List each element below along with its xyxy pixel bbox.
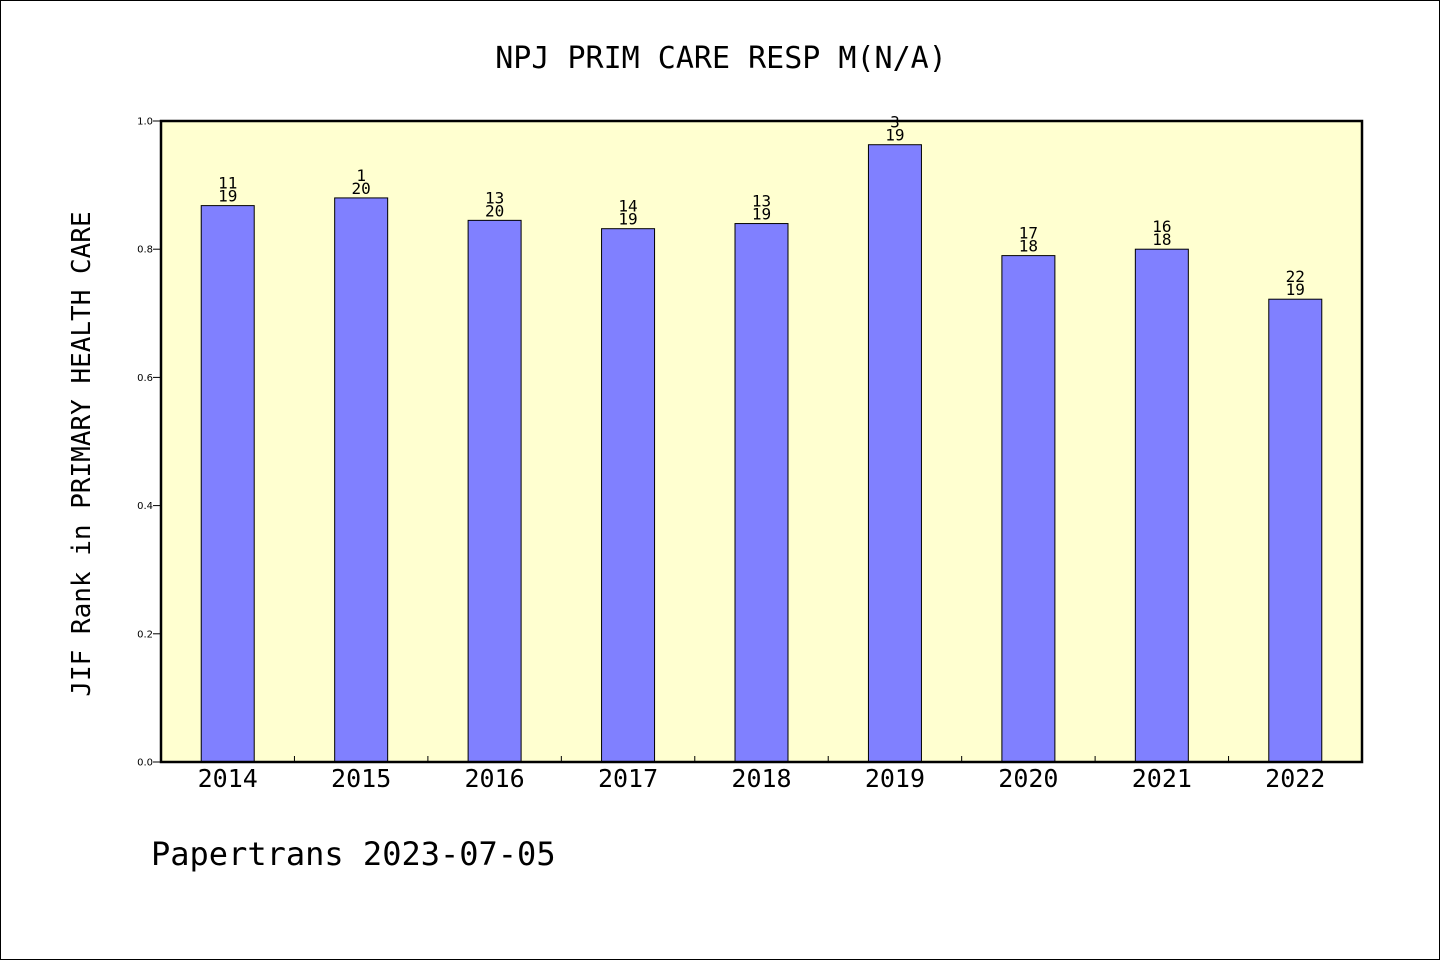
bar-rank-label: 11	[218, 174, 237, 193]
plot-border	[159, 119, 1364, 764]
y-tick-label: 0.4	[137, 501, 153, 512]
x-tick-label: 2021	[1132, 764, 1192, 793]
bar	[601, 228, 656, 763]
bar-total-label: 19	[885, 126, 904, 145]
y-tick-label: 0.2	[137, 629, 153, 640]
y-tick-label: 0.6	[137, 373, 153, 384]
x-tick-label: 2014	[198, 764, 258, 793]
bar-rank-label: 14	[618, 197, 637, 216]
x-tick-label: 2016	[465, 764, 525, 793]
x-tick-label: 2022	[1265, 764, 1325, 793]
bar-rank-label: 13	[752, 192, 771, 211]
footer-credit: Papertrans 2023-07-05	[151, 835, 556, 873]
bar-rank-label: 16	[1152, 217, 1171, 236]
bar-total-label: 18	[1152, 230, 1171, 249]
bar-rank-label: 13	[485, 188, 504, 207]
bar-total-label: 19	[1286, 280, 1305, 299]
bar	[200, 205, 255, 763]
bar	[867, 144, 922, 763]
bar	[1268, 298, 1323, 763]
bar	[1001, 255, 1056, 763]
x-tick-label: 2019	[865, 764, 925, 793]
bar	[334, 197, 389, 763]
bar	[734, 223, 789, 763]
bar-total-label: 18	[1019, 237, 1038, 256]
bar-total-label: 19	[618, 210, 637, 229]
x-tick-label: 2018	[731, 764, 791, 793]
bar	[467, 219, 522, 763]
bar-rank-label: 22	[1286, 267, 1305, 286]
y-tick-label: 1.0	[137, 117, 153, 128]
y-tick-label: 0.8	[137, 245, 153, 256]
bar-total-label: 19	[752, 205, 771, 224]
y-axis-label: JIF Rank in PRIMARY HEALTH CARE	[67, 211, 97, 696]
bar-total-label: 20	[352, 179, 371, 198]
x-tick-label: 2020	[998, 764, 1058, 793]
bar-total-label: 19	[218, 187, 237, 206]
y-tick-label: 0.0	[137, 758, 153, 769]
x-tick-label: 2015	[331, 764, 391, 793]
bar-rank-label: 1	[356, 166, 366, 185]
bar	[1134, 248, 1189, 763]
bar-rank-label: 17	[1019, 224, 1038, 243]
chart-title: NPJ PRIM CARE RESP M(N/A)	[495, 41, 947, 76]
bar-total-label: 20	[485, 201, 504, 220]
x-tick-label: 2017	[598, 764, 658, 793]
